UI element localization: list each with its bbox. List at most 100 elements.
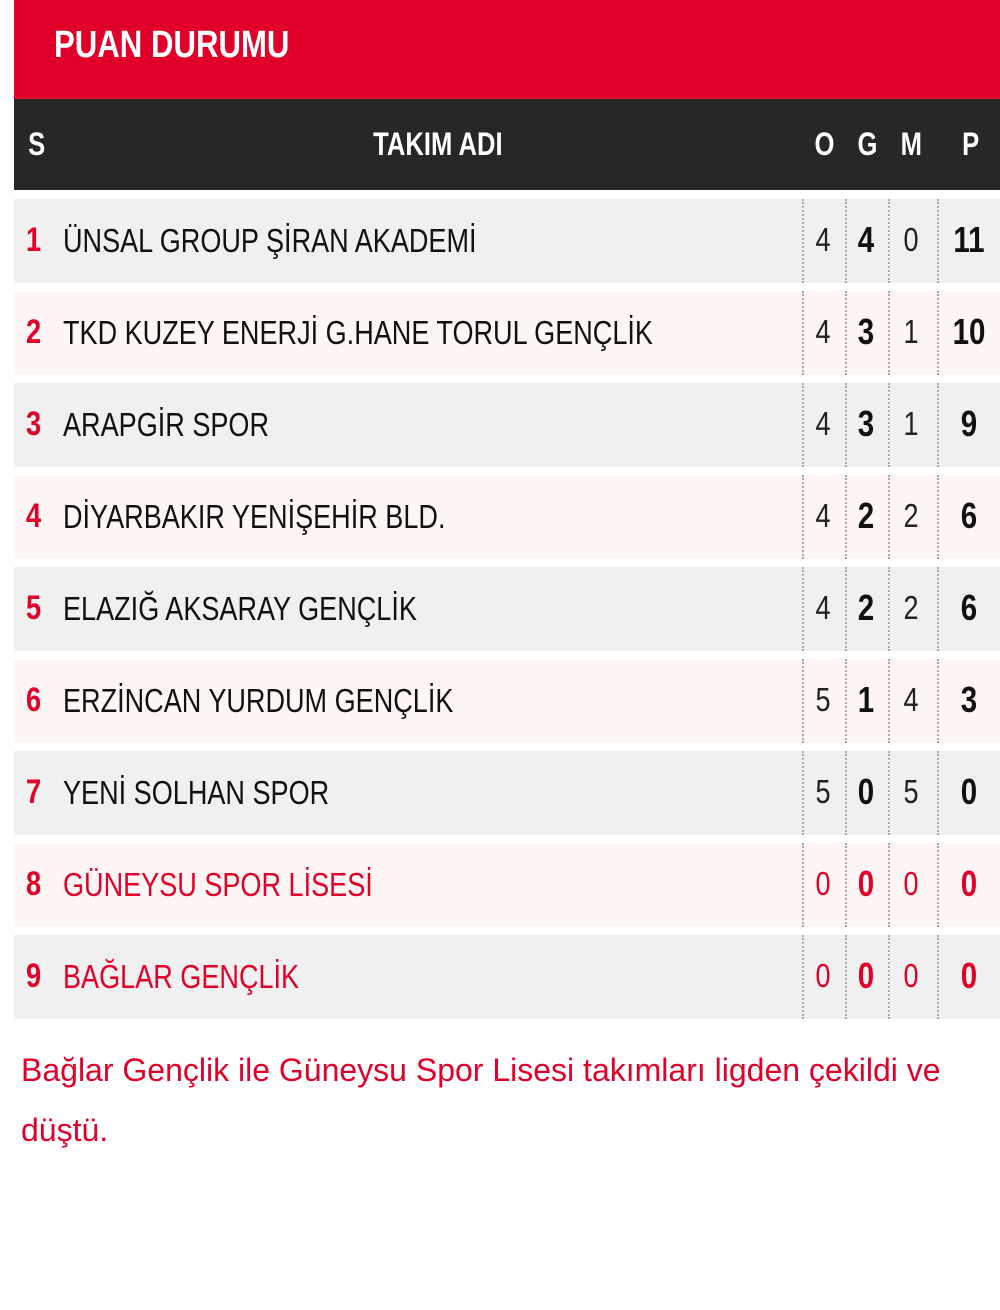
column-divider bbox=[845, 659, 847, 743]
title-bar: PUAN DURUMU bbox=[14, 0, 1000, 99]
team-name: ERZİNCAN YURDUM GENÇLİK bbox=[63, 682, 454, 719]
column-divider bbox=[845, 475, 847, 559]
played: 4 bbox=[815, 313, 831, 350]
played: 5 bbox=[815, 681, 831, 718]
column-divider bbox=[845, 935, 847, 1019]
points: 0 bbox=[960, 771, 978, 812]
position: 4 bbox=[26, 497, 42, 535]
page-title: PUAN DURUMU bbox=[54, 24, 290, 66]
lost: 1 bbox=[903, 405, 919, 442]
points: 0 bbox=[960, 863, 978, 904]
column-divider bbox=[937, 475, 939, 559]
column-divider bbox=[888, 383, 890, 467]
played: 4 bbox=[815, 497, 831, 534]
column-divider bbox=[937, 843, 939, 927]
column-divider bbox=[937, 751, 939, 835]
column-divider bbox=[802, 843, 804, 927]
played: 4 bbox=[815, 221, 831, 258]
points: 0 bbox=[960, 955, 978, 996]
footnote: Bağlar Gençlik ile Güneysu Spor Lisesi t… bbox=[21, 1052, 941, 1148]
points: 10 bbox=[952, 311, 986, 352]
header-won: G bbox=[857, 126, 878, 162]
won: 1 bbox=[857, 679, 875, 720]
table-row: 1 ÜNSAL GROUP ŞİRAN AKADEMİ 4 4 0 11 bbox=[14, 199, 1000, 283]
team-name: YENİ SOLHAN SPOR bbox=[63, 774, 330, 811]
played: 5 bbox=[815, 773, 831, 810]
position: 5 bbox=[26, 589, 42, 627]
position: 6 bbox=[26, 681, 42, 719]
lost: 0 bbox=[903, 221, 919, 258]
team-name: ELAZIĞ AKSARAY GENÇLİK bbox=[63, 590, 417, 627]
table-row: 7 YENİ SOLHAN SPOR 5 0 5 0 bbox=[14, 751, 1000, 835]
table-row: 4 DİYARBAKIR YENİŞEHİR BLD. 4 2 2 6 bbox=[14, 475, 1000, 559]
won: 0 bbox=[857, 771, 875, 812]
lost: 0 bbox=[903, 957, 919, 994]
points: 9 bbox=[960, 403, 978, 444]
table-row: 3 ARAPGİR SPOR 4 3 1 9 bbox=[14, 383, 1000, 467]
column-divider bbox=[845, 199, 847, 283]
column-divider bbox=[845, 751, 847, 835]
column-divider bbox=[937, 567, 939, 651]
header-position: S bbox=[28, 126, 46, 162]
played: 4 bbox=[815, 405, 831, 442]
position: 7 bbox=[26, 773, 42, 811]
won: 3 bbox=[857, 311, 875, 352]
position: 9 bbox=[26, 957, 42, 995]
column-divider bbox=[937, 935, 939, 1019]
team-name: GÜNEYSU SPOR LİSESİ bbox=[63, 866, 373, 903]
won: 0 bbox=[857, 955, 875, 996]
lost: 4 bbox=[903, 681, 919, 718]
points: 11 bbox=[953, 219, 985, 260]
column-divider bbox=[802, 475, 804, 559]
column-divider bbox=[802, 383, 804, 467]
position: 3 bbox=[26, 405, 42, 443]
won: 0 bbox=[857, 863, 875, 904]
column-divider bbox=[845, 383, 847, 467]
table-row: 5 ELAZIĞ AKSARAY GENÇLİK 4 2 2 6 bbox=[14, 567, 1000, 651]
won: 2 bbox=[857, 587, 875, 628]
column-divider bbox=[845, 843, 847, 927]
column-divider bbox=[888, 291, 890, 375]
team-name: DİYARBAKIR YENİŞEHİR BLD. bbox=[63, 498, 446, 535]
column-divider bbox=[802, 199, 804, 283]
lost: 5 bbox=[903, 773, 919, 810]
column-divider bbox=[937, 383, 939, 467]
column-divider bbox=[845, 567, 847, 651]
team-name: ARAPGİR SPOR bbox=[63, 406, 270, 443]
header-played: O bbox=[814, 126, 835, 162]
header-points: P bbox=[962, 126, 980, 162]
column-divider bbox=[888, 475, 890, 559]
column-divider bbox=[845, 291, 847, 375]
points: 6 bbox=[960, 587, 978, 628]
column-divider bbox=[888, 843, 890, 927]
position: 1 bbox=[26, 221, 42, 259]
played: 4 bbox=[815, 589, 831, 626]
lost: 2 bbox=[903, 497, 919, 534]
lost: 1 bbox=[903, 313, 919, 350]
column-divider bbox=[888, 659, 890, 743]
team-name: ÜNSAL GROUP ŞİRAN AKADEMİ bbox=[63, 222, 477, 259]
column-divider bbox=[937, 199, 939, 283]
table-row: 2 TKD KUZEY ENERJİ G.HANE TORUL GENÇLİK 4 3… bbox=[14, 291, 1000, 375]
points: 6 bbox=[960, 495, 978, 536]
played: 0 bbox=[815, 865, 831, 902]
position: 2 bbox=[26, 313, 42, 351]
lost: 2 bbox=[903, 589, 919, 626]
table-header: S TAKIM ADI O G M P bbox=[14, 99, 1000, 190]
column-divider bbox=[888, 567, 890, 651]
table-row: 8 GÜNEYSU SPOR LİSESİ 0 0 0 0 bbox=[14, 843, 1000, 927]
won: 3 bbox=[857, 403, 875, 444]
team-name: BAĞLAR GENÇLİK bbox=[63, 958, 300, 995]
column-divider bbox=[937, 291, 939, 375]
table-row: 6 ERZİNCAN YURDUM GENÇLİK 5 1 4 3 bbox=[14, 659, 1000, 743]
header-lost: M bbox=[900, 126, 922, 162]
column-divider bbox=[802, 751, 804, 835]
won: 2 bbox=[857, 495, 875, 536]
column-divider bbox=[802, 567, 804, 651]
played: 0 bbox=[815, 957, 831, 994]
points: 3 bbox=[960, 679, 978, 720]
team-name: TKD KUZEY ENERJİ G.HANE TORUL GENÇLİK bbox=[63, 314, 653, 351]
column-divider bbox=[802, 935, 804, 1019]
header-team: TAKIM ADI bbox=[373, 126, 503, 162]
table-row: 9 BAĞLAR GENÇLİK 0 0 0 0 bbox=[14, 935, 1000, 1019]
